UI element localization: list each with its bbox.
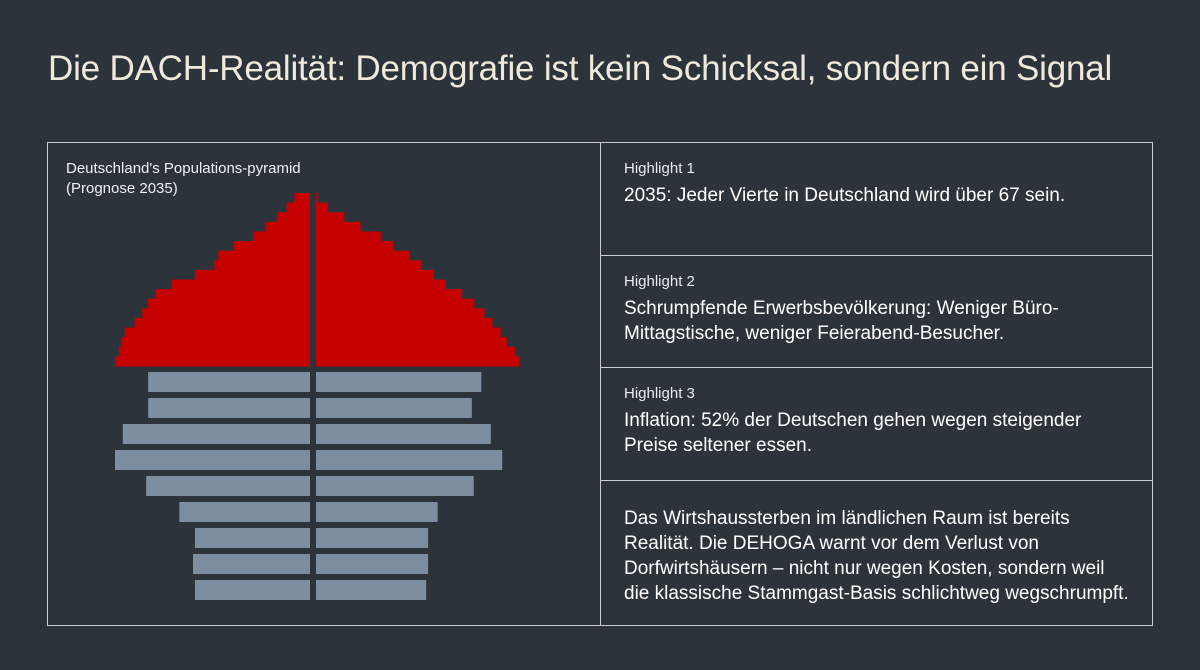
chart-caption-line2: (Prognose 2035) <box>66 180 178 197</box>
pyramid-bar-older-right <box>316 269 434 281</box>
pyramid-bar-older-left <box>286 202 310 213</box>
pyramid-bar-older-left <box>218 250 310 261</box>
highlight-2: Highlight 2 Schrumpfende Erwerbsbevölker… <box>601 256 1152 368</box>
pyramid-bar-younger-right <box>316 554 429 574</box>
pyramid-bar-younger-right <box>316 580 427 600</box>
pyramid-bar-older-left <box>171 279 310 290</box>
pyramid-bar-older-right <box>316 327 501 338</box>
highlight-2-text: Schrumpfende Erwerbsbevölkerung: Weniger… <box>624 298 1059 344</box>
pyramid-bar-older-right <box>316 298 475 309</box>
highlights-panel: Highlight 1 2035: Jeder Vierte in Deutsc… <box>601 143 1152 625</box>
pyramid-bar-older-right <box>316 250 410 261</box>
chart-caption: Deutschland's Populations-pyramid (Progn… <box>66 159 301 199</box>
pyramid-bar-older-left <box>194 269 310 281</box>
pyramid-bar-older-right <box>316 241 394 252</box>
pyramid-bar-younger-right <box>316 450 503 470</box>
pyramid-bar-younger-left <box>115 450 310 470</box>
pyramid-bar-older-right <box>316 202 329 213</box>
pyramid-bar-younger-right <box>316 476 474 496</box>
highlight-1-text: 2035: Jeder Vierte in Deutschland wird ü… <box>624 185 1066 206</box>
pyramid-bar-older-right <box>316 346 515 357</box>
pyramid-bar-older-left <box>265 221 310 233</box>
pyramid-bar-older-right <box>316 279 446 290</box>
highlight-1-label: Highlight 1 <box>624 160 695 177</box>
pyramid-bar-older-left <box>233 241 310 252</box>
pyramid-bar-younger-right <box>316 398 472 418</box>
pyramid-bar-older-right <box>316 193 319 204</box>
summary-text: Das Wirtshaussterben im ländlichen Raum … <box>624 508 1129 604</box>
pyramid-bar-younger-right <box>316 528 429 548</box>
pyramid-bar-older-left <box>134 317 310 329</box>
pyramid-bar-younger-right <box>316 372 482 392</box>
chart-caption-line1: Deutschland's Populations-pyramid <box>66 160 301 177</box>
pyramid-bar-older-left <box>118 346 311 357</box>
pyramid-bar-older-right <box>316 337 507 348</box>
pyramid-bar-older-left <box>214 260 310 271</box>
pyramid-bar-older-right <box>316 212 345 223</box>
pyramid-bar-older-left <box>142 308 310 319</box>
pyramid-bar-younger-right <box>316 502 438 522</box>
summary-cell: Das Wirtshaussterben im ländlichen Raum … <box>601 481 1152 625</box>
pyramid-bar-older-right <box>316 308 485 319</box>
pyramid-bar-younger-left <box>148 372 310 392</box>
highlight-3-label: Highlight 3 <box>624 385 695 402</box>
population-pyramid-chart <box>115 193 519 600</box>
pyramid-bar-younger-left <box>148 398 310 418</box>
chart-panel: Deutschland's Populations-pyramid (Progn… <box>48 143 601 625</box>
highlight-1: Highlight 1 2035: Jeder Vierte in Deutsc… <box>601 143 1152 256</box>
pyramid-bar-older-right <box>316 260 422 271</box>
pyramid-bar-older-right <box>316 231 381 242</box>
highlight-2-label: Highlight 2 <box>624 273 695 290</box>
pyramid-bar-younger-left <box>122 424 310 444</box>
pyramid-bar-older-left <box>148 298 310 309</box>
pyramid-bar-younger-left <box>146 476 310 496</box>
pyramid-bar-older-left <box>124 327 310 338</box>
pyramid-bar-younger-left <box>179 502 310 522</box>
pyramid-bar-older-right <box>316 356 519 367</box>
pyramid-bar-older-left <box>276 212 310 223</box>
pyramid-bar-older-left <box>155 289 310 300</box>
pyramid-bar-older-left <box>120 337 310 348</box>
pyramid-bar-younger-left <box>193 554 310 574</box>
pyramid-bar-older-left <box>115 356 310 367</box>
pyramid-bar-younger-left <box>194 528 310 548</box>
pyramid-bar-older-left <box>253 231 310 242</box>
pyramid-bar-younger-right <box>316 424 491 444</box>
highlight-3: Highlight 3 Inflation: 52% der Deutschen… <box>601 368 1152 481</box>
pyramid-bar-older-right <box>316 289 463 300</box>
pyramid-bar-older-right <box>316 317 493 329</box>
pyramid-bar-younger-left <box>194 580 310 600</box>
highlight-3-text: Inflation: 52% der Deutschen gehen wegen… <box>624 410 1082 456</box>
pyramid-bar-older-right <box>316 221 361 233</box>
page-title: Die DACH-Realität: Demografie ist kein S… <box>48 49 1113 88</box>
content-frame: Deutschland's Populations-pyramid (Progn… <box>47 142 1153 626</box>
pyramid-bar-older-left <box>294 193 310 204</box>
